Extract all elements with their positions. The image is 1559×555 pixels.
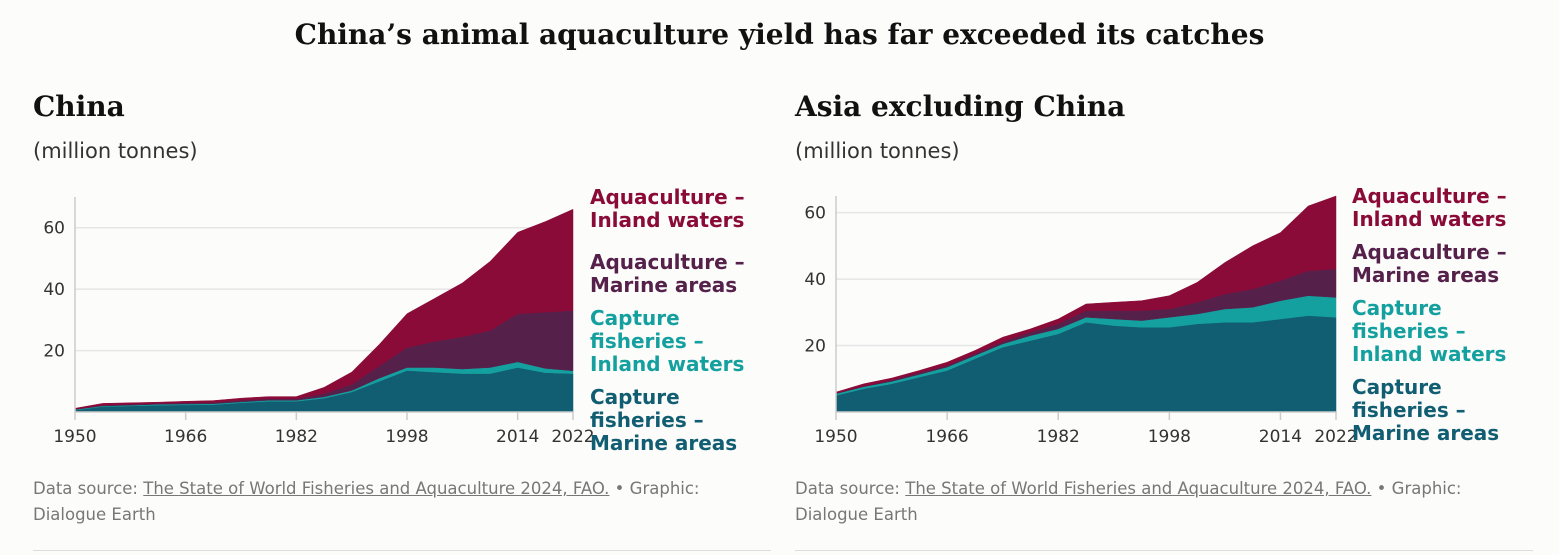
data-source: Data source: The State of World Fisherie… [795,476,1535,528]
x-tick-label: 2014 [496,427,539,447]
legend-line: fisheries – [590,408,704,432]
legend-aqua-marine: Aquaculture – Marine areas [590,251,745,297]
legend-capture-marine: Capture fisheries – Marine areas [590,386,737,455]
legend-line: Capture [1352,375,1442,399]
legend-capture-inland: Capture fisheries – Inland waters [1352,297,1506,366]
source-suffix: • Graphic: Dialogue Earth [33,479,700,524]
legend-line: fisheries – [590,329,704,353]
legend-line: Aquaculture – [1352,184,1507,208]
chart-subtitle: (million tonnes) [795,139,960,163]
chart-subtitle: (million tonnes) [33,139,198,163]
x-tick-label: 1966 [164,427,207,447]
source-link[interactable]: The State of World Fisheries and Aquacul… [905,479,1372,498]
area-capture-fisheries-marine-areas [835,315,1337,413]
chart-svg: 20 40 60 1950 1966 1982 1998 2014 2022 [43,197,595,447]
divider [795,550,1533,551]
x-tick-label: 2022 [551,427,594,447]
legend-aqua-inland: Aquaculture – Inland waters [1352,185,1507,231]
legend-line: Inland waters [1352,342,1507,366]
x-tick-label: 1950 [814,427,857,447]
source-prefix: Data source: [33,479,144,498]
x-tick-label: 1966 [925,427,968,447]
page-title: China’s animal aquaculture yield has far… [294,18,1265,51]
chart-title: Asia excluding China [795,90,1126,123]
chart-svg: 20 40 60 1950 1966 1982 1998 2014 2022 [804,195,1358,447]
panel-china: China (million tonnes) 20 40 60 1950 1966 1982 1… [33,0,793,555]
legend-line: Marine areas [590,431,738,455]
x-tick-label: 1950 [53,427,96,447]
legend-aqua-marine: Aquaculture – Marine areas [1352,241,1507,287]
x-tick-label: 1982 [275,427,318,447]
panel-asia-excluding-china: Asia excluding China (million tonnes) 20 40… [795,0,1555,555]
legend-line: Capture [590,385,680,409]
y-tick-label: 20 [43,342,65,362]
chart-title: China [33,90,125,123]
legend-line: Inland waters [1352,207,1507,231]
data-source: Data source: The State of World Fisherie… [33,476,773,528]
legend-line: fisheries – [1352,398,1466,422]
source-suffix: • Graphic: Dialogue Earth [795,479,1462,524]
legend-line: Marine areas [1352,263,1500,287]
legend-aqua-inland: Aquaculture – Inland waters [590,186,745,232]
legend-line: Capture [1352,296,1442,320]
legend-line: Aquaculture – [590,250,745,274]
x-tick-label: 1998 [1148,427,1191,447]
legend-capture-inland: Capture fisheries – Inland waters [590,307,744,376]
y-tick-label: 40 [804,270,826,290]
legend-line: Capture [590,306,680,330]
legend-capture-marine: Capture fisheries – Marine areas [1352,376,1499,445]
y-tick-label: 60 [804,204,826,224]
x-tick-label: 2014 [1259,427,1302,447]
area-aquaculture-inland-waters [835,195,1337,394]
legend-line: Marine areas [1352,421,1500,445]
legend-line: Aquaculture – [590,185,745,209]
y-tick-label: 20 [804,337,826,357]
legend-line: Inland waters [590,208,745,232]
x-tick-label: 1982 [1037,427,1080,447]
divider [33,550,771,551]
x-tick-label: 1998 [385,427,428,447]
legend-line: Aquaculture – [1352,240,1507,264]
x-tick-label: 2022 [1314,427,1357,447]
y-tick-label: 40 [43,280,65,300]
legend-line: Marine areas [590,273,738,297]
y-tick-label: 60 [43,219,65,239]
legend-line: fisheries – [1352,319,1466,343]
legend-line: Inland waters [590,352,745,376]
source-prefix: Data source: [795,479,906,498]
area-aquaculture-inland-waters [74,208,574,410]
source-link[interactable]: The State of World Fisheries and Aquacul… [143,479,610,498]
